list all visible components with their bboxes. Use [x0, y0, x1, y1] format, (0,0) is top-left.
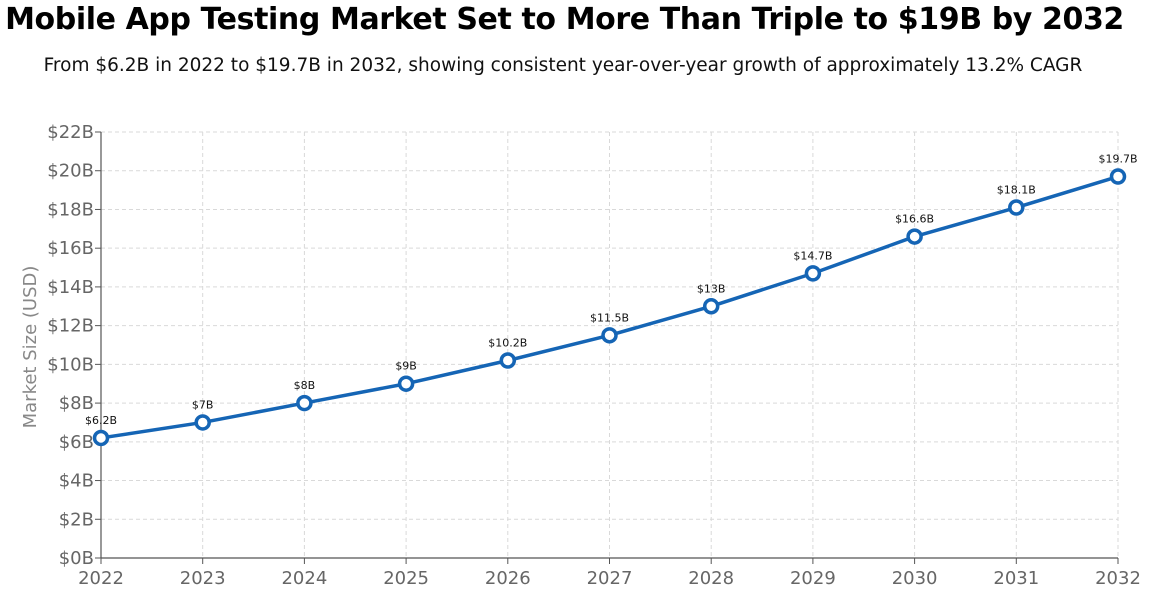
data-label-2030: $16.6B [895, 213, 934, 226]
y-tick-label: $10B [47, 354, 94, 375]
data-point-2023 [194, 414, 211, 431]
x-tick-label: 2029 [790, 568, 836, 589]
data-label-2029: $14.7B [793, 249, 832, 262]
x-tick-label: 2024 [281, 568, 327, 589]
data-point-2026 [499, 352, 517, 369]
chart-subtitle: From $6.2B in 2022 to $19.7B in 2032, sh… [43, 55, 1083, 76]
data-point-2025 [397, 375, 415, 392]
data-label-2023: $7B [192, 398, 214, 411]
x-tick-label: 2028 [688, 568, 734, 589]
y-tick-label: $8B [59, 393, 94, 414]
data-labels: $6.2B $7B $8B $9B $10.2B $11.5B $13B $14.7B $16.… [85, 153, 1138, 427]
y-axis-title: Market Size (USD) [20, 266, 41, 429]
grid-lines [101, 131, 1119, 558]
y-tick-label: $20B [47, 161, 94, 182]
y-tick-label: $18B [47, 199, 94, 220]
x-tick-label: 2025 [383, 568, 429, 589]
data-point-2028 [702, 298, 720, 315]
data-point-2024 [296, 394, 313, 412]
y-tick-label: $22B [47, 122, 94, 143]
data-point-2032 [1109, 168, 1127, 185]
y-tick-label: $6B [59, 432, 94, 453]
x-tick-label: 2027 [587, 568, 633, 589]
y-tick-label: $14B [47, 277, 94, 298]
data-point-2030 [906, 228, 923, 245]
data-label-2031: $18.1B [997, 184, 1036, 197]
x-tick-label: 2022 [78, 568, 124, 589]
data-label-2026: $10.2B [488, 336, 527, 349]
chart-title: Mobile App Testing Market Set to More Th… [5, 2, 1124, 37]
y-tick-label: $0B [59, 548, 94, 569]
data-label-2028: $13B [697, 282, 726, 295]
data-point-2031 [1008, 199, 1025, 216]
y-tick-label: $16B [47, 238, 94, 259]
data-point-2029 [804, 265, 822, 282]
data-label-2022: $6.2B [85, 414, 117, 427]
data-label-2024: $8B [294, 379, 316, 392]
data-point-2022 [92, 429, 110, 447]
y-tick-label: $2B [59, 509, 94, 530]
series [92, 168, 1127, 447]
x-tick-label: 2032 [1095, 568, 1141, 589]
data-label-2025: $9B [395, 360, 417, 373]
y-tick-label: $12B [47, 316, 94, 337]
x-tick-label: 2030 [892, 568, 938, 589]
data-label-2027: $11.5B [590, 311, 629, 324]
data-label-2032: $19.7B [1098, 153, 1137, 166]
y-tick-label: $4B [59, 471, 94, 492]
axes: $0B$2B$4B$6B$8B$10B$12B$14B$16B$18B$20B$… [20, 122, 1141, 589]
x-tick-label: 2023 [180, 568, 226, 589]
x-tick-label: 2026 [485, 568, 531, 589]
data-point-2027 [601, 327, 618, 344]
x-tick-label: 2031 [993, 568, 1039, 589]
